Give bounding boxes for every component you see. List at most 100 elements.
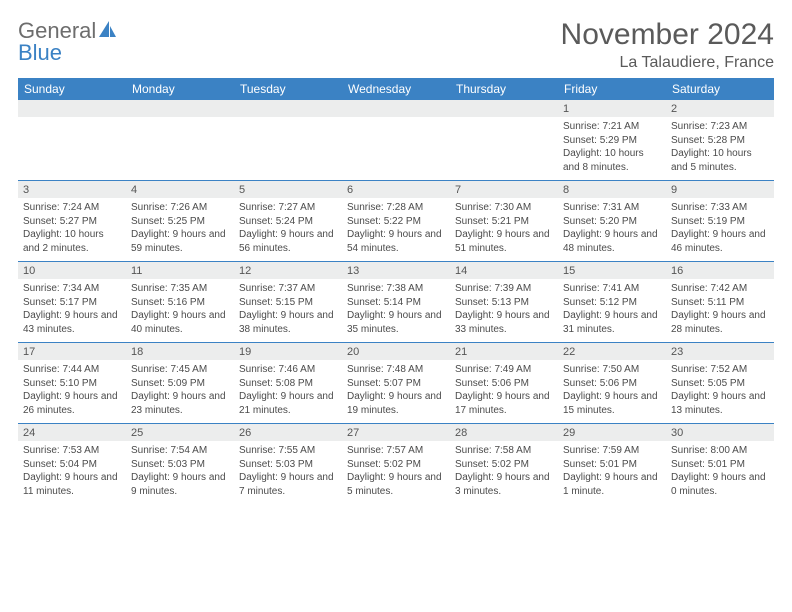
date-number	[342, 100, 450, 117]
cell-body: Sunrise: 7:41 AMSunset: 5:12 PMDaylight:…	[558, 279, 666, 342]
sunrise-text: Sunrise: 7:23 AM	[671, 120, 769, 134]
sunrise-text: Sunrise: 7:35 AM	[131, 282, 229, 296]
date-number: 12	[234, 262, 342, 279]
cell-body: Sunrise: 7:39 AMSunset: 5:13 PMDaylight:…	[450, 279, 558, 342]
sunset-text: Sunset: 5:06 PM	[563, 377, 661, 391]
daylight-text: Daylight: 9 hours and 56 minutes.	[239, 228, 337, 255]
daylight-text: Daylight: 9 hours and 13 minutes.	[671, 390, 769, 417]
daylight-text: Daylight: 9 hours and 48 minutes.	[563, 228, 661, 255]
date-number: 29	[558, 424, 666, 441]
date-number: 21	[450, 343, 558, 360]
date-number: 2	[666, 100, 774, 117]
date-number: 6	[342, 181, 450, 198]
cell-body: Sunrise: 7:50 AMSunset: 5:06 PMDaylight:…	[558, 360, 666, 423]
date-number: 28	[450, 424, 558, 441]
sunrise-text: Sunrise: 8:00 AM	[671, 444, 769, 458]
date-number: 17	[18, 343, 126, 360]
sunset-text: Sunset: 5:10 PM	[23, 377, 121, 391]
calendar-cell: 10Sunrise: 7:34 AMSunset: 5:17 PMDayligh…	[18, 262, 126, 343]
calendar-cell: 25Sunrise: 7:54 AMSunset: 5:03 PMDayligh…	[126, 424, 234, 505]
date-number	[450, 100, 558, 117]
cell-body	[126, 117, 234, 179]
cell-body: Sunrise: 7:42 AMSunset: 5:11 PMDaylight:…	[666, 279, 774, 342]
daylight-text: Daylight: 9 hours and 38 minutes.	[239, 309, 337, 336]
date-number: 26	[234, 424, 342, 441]
daylight-text: Daylight: 9 hours and 3 minutes.	[455, 471, 553, 498]
cell-body	[450, 117, 558, 179]
calendar-cell: 20Sunrise: 7:48 AMSunset: 5:07 PMDayligh…	[342, 343, 450, 424]
cell-body: Sunrise: 7:55 AMSunset: 5:03 PMDaylight:…	[234, 441, 342, 504]
calendar-cell: 16Sunrise: 7:42 AMSunset: 5:11 PMDayligh…	[666, 262, 774, 343]
calendar-cell: 28Sunrise: 7:58 AMSunset: 5:02 PMDayligh…	[450, 424, 558, 505]
daylight-text: Daylight: 10 hours and 5 minutes.	[671, 147, 769, 174]
calendar-cell	[126, 100, 234, 181]
sunset-text: Sunset: 5:12 PM	[563, 296, 661, 310]
daylight-text: Daylight: 9 hours and 7 minutes.	[239, 471, 337, 498]
logo-sail-icon	[98, 20, 118, 38]
cell-body	[342, 117, 450, 179]
date-number: 27	[342, 424, 450, 441]
cell-body: Sunrise: 7:52 AMSunset: 5:05 PMDaylight:…	[666, 360, 774, 423]
sunrise-text: Sunrise: 7:34 AM	[23, 282, 121, 296]
date-number: 7	[450, 181, 558, 198]
sunrise-text: Sunrise: 7:31 AM	[563, 201, 661, 215]
calendar-cell: 27Sunrise: 7:57 AMSunset: 5:02 PMDayligh…	[342, 424, 450, 505]
calendar-cell: 11Sunrise: 7:35 AMSunset: 5:16 PMDayligh…	[126, 262, 234, 343]
sunrise-text: Sunrise: 7:53 AM	[23, 444, 121, 458]
calendar-cell: 24Sunrise: 7:53 AMSunset: 5:04 PMDayligh…	[18, 424, 126, 505]
date-number: 15	[558, 262, 666, 279]
cell-body: Sunrise: 7:54 AMSunset: 5:03 PMDaylight:…	[126, 441, 234, 504]
daylight-text: Daylight: 9 hours and 15 minutes.	[563, 390, 661, 417]
cell-body: Sunrise: 7:34 AMSunset: 5:17 PMDaylight:…	[18, 279, 126, 342]
calendar-cell: 9Sunrise: 7:33 AMSunset: 5:19 PMDaylight…	[666, 181, 774, 262]
date-number: 14	[450, 262, 558, 279]
date-number: 24	[18, 424, 126, 441]
daylight-text: Daylight: 9 hours and 19 minutes.	[347, 390, 445, 417]
day-header: Wednesday	[342, 78, 450, 100]
cell-body: Sunrise: 7:31 AMSunset: 5:20 PMDaylight:…	[558, 198, 666, 261]
calendar-cell: 19Sunrise: 7:46 AMSunset: 5:08 PMDayligh…	[234, 343, 342, 424]
sunset-text: Sunset: 5:03 PM	[131, 458, 229, 472]
daylight-text: Daylight: 9 hours and 35 minutes.	[347, 309, 445, 336]
sunrise-text: Sunrise: 7:28 AM	[347, 201, 445, 215]
calendar-week-row: 17Sunrise: 7:44 AMSunset: 5:10 PMDayligh…	[18, 343, 774, 424]
calendar-cell: 23Sunrise: 7:52 AMSunset: 5:05 PMDayligh…	[666, 343, 774, 424]
sunset-text: Sunset: 5:15 PM	[239, 296, 337, 310]
sunrise-text: Sunrise: 7:26 AM	[131, 201, 229, 215]
daylight-text: Daylight: 9 hours and 5 minutes.	[347, 471, 445, 498]
daylight-text: Daylight: 9 hours and 1 minute.	[563, 471, 661, 498]
sunrise-text: Sunrise: 7:58 AM	[455, 444, 553, 458]
date-number: 11	[126, 262, 234, 279]
cell-body: Sunrise: 7:27 AMSunset: 5:24 PMDaylight:…	[234, 198, 342, 261]
cell-body: Sunrise: 7:26 AMSunset: 5:25 PMDaylight:…	[126, 198, 234, 261]
sunset-text: Sunset: 5:09 PM	[131, 377, 229, 391]
calendar-cell: 30Sunrise: 8:00 AMSunset: 5:01 PMDayligh…	[666, 424, 774, 505]
cell-body: Sunrise: 7:30 AMSunset: 5:21 PMDaylight:…	[450, 198, 558, 261]
calendar-cell: 29Sunrise: 7:59 AMSunset: 5:01 PMDayligh…	[558, 424, 666, 505]
daylight-text: Daylight: 9 hours and 59 minutes.	[131, 228, 229, 255]
calendar-cell: 4Sunrise: 7:26 AMSunset: 5:25 PMDaylight…	[126, 181, 234, 262]
calendar-week-row: 10Sunrise: 7:34 AMSunset: 5:17 PMDayligh…	[18, 262, 774, 343]
daylight-text: Daylight: 9 hours and 17 minutes.	[455, 390, 553, 417]
date-number: 30	[666, 424, 774, 441]
date-number: 23	[666, 343, 774, 360]
date-number	[126, 100, 234, 117]
sunrise-text: Sunrise: 7:42 AM	[671, 282, 769, 296]
date-number: 10	[18, 262, 126, 279]
sunset-text: Sunset: 5:19 PM	[671, 215, 769, 229]
sunrise-text: Sunrise: 7:39 AM	[455, 282, 553, 296]
sunrise-text: Sunrise: 7:50 AM	[563, 363, 661, 377]
sunset-text: Sunset: 5:27 PM	[23, 215, 121, 229]
day-header: Thursday	[450, 78, 558, 100]
date-number: 1	[558, 100, 666, 117]
daylight-text: Daylight: 10 hours and 8 minutes.	[563, 147, 661, 174]
cell-body: Sunrise: 7:57 AMSunset: 5:02 PMDaylight:…	[342, 441, 450, 504]
cell-body: Sunrise: 7:23 AMSunset: 5:28 PMDaylight:…	[666, 117, 774, 180]
day-header: Saturday	[666, 78, 774, 100]
calendar-cell: 14Sunrise: 7:39 AMSunset: 5:13 PMDayligh…	[450, 262, 558, 343]
day-header: Friday	[558, 78, 666, 100]
cell-body: Sunrise: 7:38 AMSunset: 5:14 PMDaylight:…	[342, 279, 450, 342]
sunset-text: Sunset: 5:13 PM	[455, 296, 553, 310]
daylight-text: Daylight: 9 hours and 40 minutes.	[131, 309, 229, 336]
sunset-text: Sunset: 5:24 PM	[239, 215, 337, 229]
